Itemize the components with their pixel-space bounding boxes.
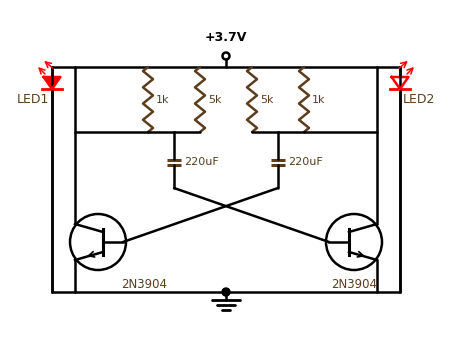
Circle shape: [221, 288, 230, 296]
Text: 1k: 1k: [156, 95, 169, 104]
Text: 1k: 1k: [311, 95, 325, 104]
Text: LED1: LED1: [17, 93, 49, 106]
Text: 2N3904: 2N3904: [330, 278, 376, 291]
Text: 220uF: 220uF: [287, 157, 322, 167]
Text: +3.7V: +3.7V: [204, 31, 247, 44]
Text: 2N3904: 2N3904: [121, 278, 166, 291]
Text: 5k: 5k: [207, 95, 221, 104]
Text: 5k: 5k: [259, 95, 273, 104]
Text: 220uF: 220uF: [184, 157, 218, 167]
Text: LED2: LED2: [402, 93, 434, 106]
Polygon shape: [43, 77, 60, 89]
